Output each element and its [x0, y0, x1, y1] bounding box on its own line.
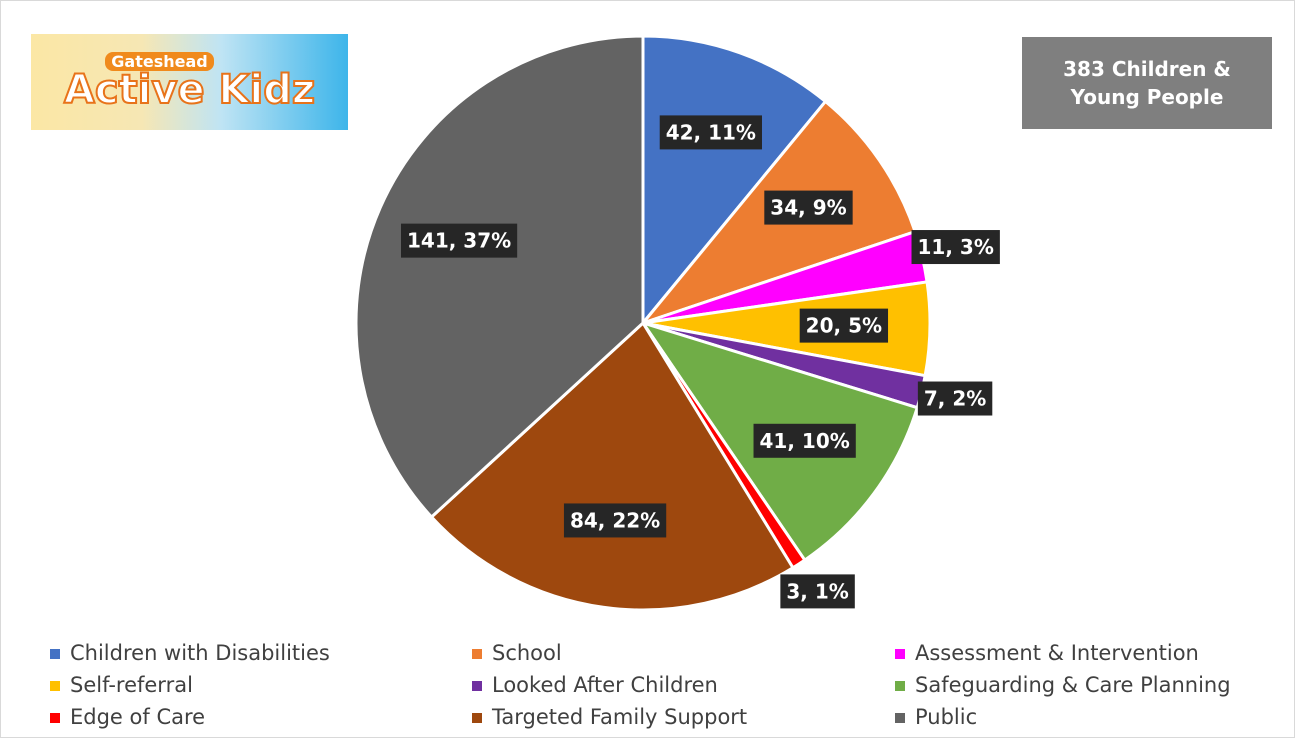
data-label-bg [917, 381, 993, 416]
pie-slice [429, 320, 795, 612]
data-label-text: 34, 9% [770, 196, 846, 220]
legend-label: Self-referral [70, 673, 193, 697]
data-label: 41, 10% [753, 423, 856, 458]
data-label-bg [659, 115, 762, 150]
data-label-bg [563, 503, 667, 538]
legend-label: Looked After Children [492, 673, 718, 697]
pie-slice [354, 34, 645, 520]
data-label: 84, 22% [563, 503, 667, 538]
data-label-bg [400, 223, 518, 258]
legend-swatch [50, 681, 60, 691]
data-label-text: 42, 11% [666, 120, 756, 144]
data-label-text: 41, 10% [760, 429, 850, 453]
data-label-bg [911, 230, 1000, 265]
data-label-text: 7, 2% [924, 387, 986, 411]
legend-label: School [492, 641, 562, 665]
data-label: 141, 37% [400, 223, 518, 258]
logo: Gateshead Active Kidz [31, 34, 348, 130]
data-label-bg [799, 308, 889, 343]
data-label-text: 84, 22% [570, 508, 660, 532]
data-label: 34, 9% [764, 190, 853, 225]
data-label-text: 11, 3% [918, 235, 994, 259]
data-label: 3, 1% [780, 574, 855, 609]
annotation: 383 Children & Young People [1022, 37, 1272, 129]
logo-top: Gateshead [105, 51, 214, 71]
logo-main: Active Kidz [63, 66, 316, 114]
legend-label: Targeted Family Support [491, 705, 747, 729]
data-label: 11, 3% [911, 230, 1000, 265]
pie-slice [641, 34, 828, 328]
data-label-bg [764, 190, 853, 225]
data-label: 42, 11% [659, 115, 762, 150]
legend-swatch [50, 649, 60, 659]
data-label-text: 3, 1% [786, 579, 848, 603]
data-label-text: 141, 37% [407, 229, 511, 253]
legend-label: Assessment & Intervention [915, 641, 1199, 665]
legend-swatch [895, 713, 905, 723]
data-label-bg [753, 423, 856, 458]
legend-swatch [895, 649, 905, 659]
legend-label: Safeguarding & Care Planning [915, 673, 1231, 697]
data-label: 7, 2% [917, 381, 993, 416]
legend-label: Edge of Care [70, 705, 205, 729]
legend-swatch [472, 681, 482, 691]
legend-label: Public [915, 705, 977, 729]
data-label-bg [780, 574, 855, 609]
data-label-text: 20, 5% [806, 314, 882, 338]
data-label: 20, 5% [799, 308, 889, 343]
legend-label: Children with Disabilities [70, 641, 330, 665]
legend-swatch [472, 713, 482, 723]
legend-swatch [895, 681, 905, 691]
legend-swatch [472, 649, 482, 659]
legend-swatch [50, 713, 60, 723]
